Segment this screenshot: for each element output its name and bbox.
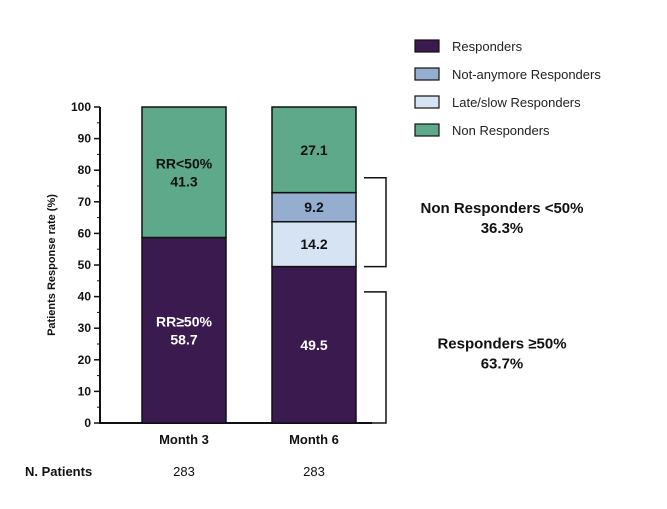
bar-segment-responders <box>141 236 227 424</box>
bar-segment-non-responders <box>141 106 227 239</box>
non-responders-bracket-label: 36.3% <box>481 220 524 237</box>
segment-label: RR<50% <box>156 155 213 171</box>
legend-item: Not-anymore Responders <box>414 67 601 82</box>
y-tick-label: 70 <box>78 195 92 209</box>
legend-item: Late/slow Responders <box>414 95 581 110</box>
bar-segment-non-responders <box>271 106 357 194</box>
patients-count: 283 <box>173 464 195 479</box>
y-tick-label: 100 <box>71 100 91 114</box>
y-tick-label: 50 <box>78 258 92 272</box>
legend-label: Late/slow Responders <box>452 95 581 110</box>
segment-label: 49.5 <box>300 337 327 353</box>
y-tick-label: 10 <box>78 384 92 398</box>
legend: Responders Not-anymore Responders Late/slo… <box>414 39 601 138</box>
legend-swatch <box>414 39 440 53</box>
responders-bracket-label: 63.7% <box>481 355 524 372</box>
segment-label: 58.7 <box>170 331 197 347</box>
x-category-label: Month 3 <box>159 432 209 447</box>
segment-label: 14.2 <box>300 236 327 252</box>
legend-label: Responders <box>452 39 523 54</box>
legend-swatch <box>414 123 440 137</box>
y-tick-label: 60 <box>78 226 92 240</box>
y-tick-label: 80 <box>78 163 92 177</box>
annotation-layer: Non Responders <50% 36.3% Responders ≥50% 6… <box>364 177 584 424</box>
responders-bracket-label: Responders ≥50% <box>437 335 566 352</box>
patients-title: N. Patients <box>25 464 92 479</box>
x-category-label: Month 6 <box>289 432 339 447</box>
legend-swatch <box>414 67 440 81</box>
non-responders-bracket <box>364 177 387 268</box>
bar-layer <box>141 106 357 424</box>
axis-layer: 0 10 20 30 40 50 60 70 80 90 100 Patients Response … <box>46 100 372 447</box>
patients-count: 283 <box>303 464 325 479</box>
responders-bracket <box>364 291 387 424</box>
legend-swatch <box>414 95 440 109</box>
y-tick-label: 40 <box>78 290 92 304</box>
segment-label: 9.2 <box>304 199 324 215</box>
bar-segment-not-anymore-responders <box>271 191 357 223</box>
segment-label: RR≥50% <box>156 313 212 329</box>
non-responders-bracket-label: Non Responders <50% <box>421 200 584 217</box>
y-axis-title: Patients Response rate (%) <box>46 194 58 336</box>
segment-label: 41.3 <box>170 173 197 189</box>
y-tick-label: 30 <box>78 321 92 335</box>
patients-row: N. Patients 283 283 <box>25 464 325 479</box>
legend-item: Responders <box>414 39 523 54</box>
y-tick-label: 20 <box>78 353 92 367</box>
legend-label: Not-anymore Responders <box>452 67 601 82</box>
segment-label-layer: RR≥50% 58.7 RR<50% 41.3 49.5 14.2 9.2 27.1 <box>156 142 328 353</box>
y-tick-label: 90 <box>78 132 92 146</box>
bar-segment-late-slow-responders <box>271 220 357 268</box>
legend-item: Non Responders <box>414 123 550 138</box>
bar-segment-responders <box>271 265 357 424</box>
segment-label: 27.1 <box>300 142 327 158</box>
legend-label: Non Responders <box>452 123 550 138</box>
y-tick-label: 0 <box>84 416 91 430</box>
